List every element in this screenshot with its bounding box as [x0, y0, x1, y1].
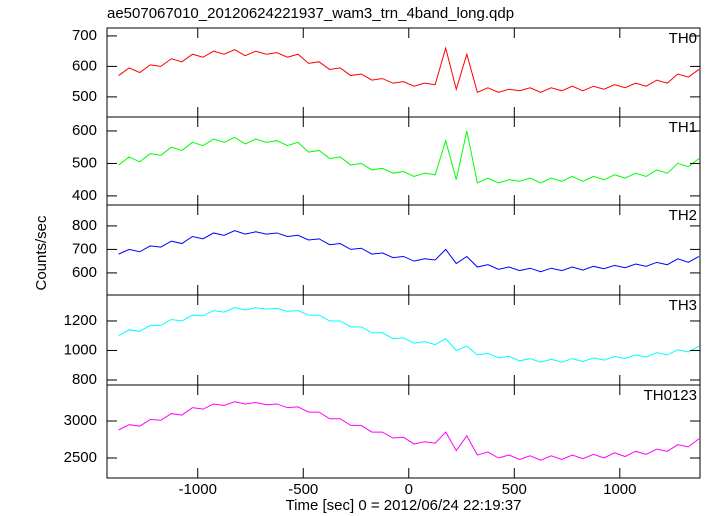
x-tick-label: 500: [502, 481, 527, 498]
x-tick-label: 1000: [603, 481, 636, 498]
panel-label: TH0123: [644, 387, 697, 404]
y-tick-label: 800: [72, 217, 97, 234]
data-line: [118, 46, 700, 93]
panel-frame: [106, 384, 701, 479]
x-axis-label: Time [sec] 0 = 2012/06/24 22:19:37: [286, 497, 522, 514]
y-tick-label: 600: [72, 57, 97, 74]
y-tick-label: 600: [72, 264, 97, 281]
y-tick-label: 700: [72, 27, 97, 44]
data-line: [118, 130, 700, 184]
y-tick-label: 700: [72, 240, 97, 257]
data-line: [118, 307, 700, 363]
y-tick-label: 3000: [64, 412, 97, 429]
x-tick-label: -500: [288, 481, 318, 498]
x-tick-label: -1000: [179, 481, 217, 498]
y-tick-label: 400: [72, 187, 97, 204]
y-tick-label: 1200: [64, 312, 97, 329]
y-tick-label: 800: [72, 371, 97, 388]
y-tick-label: 600: [72, 122, 97, 139]
data-line: [118, 230, 700, 273]
chart-title: ae507067010_20120624221937_wam3_trn_4ban…: [107, 5, 514, 22]
y-tick-label: 500: [72, 154, 97, 171]
panel-label: TH1: [669, 119, 697, 136]
y-tick-label: 500: [72, 88, 97, 105]
panel-label: TH2: [669, 207, 697, 224]
panel-label: TH3: [669, 297, 697, 314]
y-tick-label: 2500: [64, 449, 97, 466]
y-tick-label: 1000: [64, 341, 97, 358]
data-line: [118, 401, 700, 461]
y-axis-label: Counts/sec: [33, 215, 50, 291]
panel-label: TH0: [669, 30, 697, 47]
x-tick-label: 0: [405, 481, 413, 498]
